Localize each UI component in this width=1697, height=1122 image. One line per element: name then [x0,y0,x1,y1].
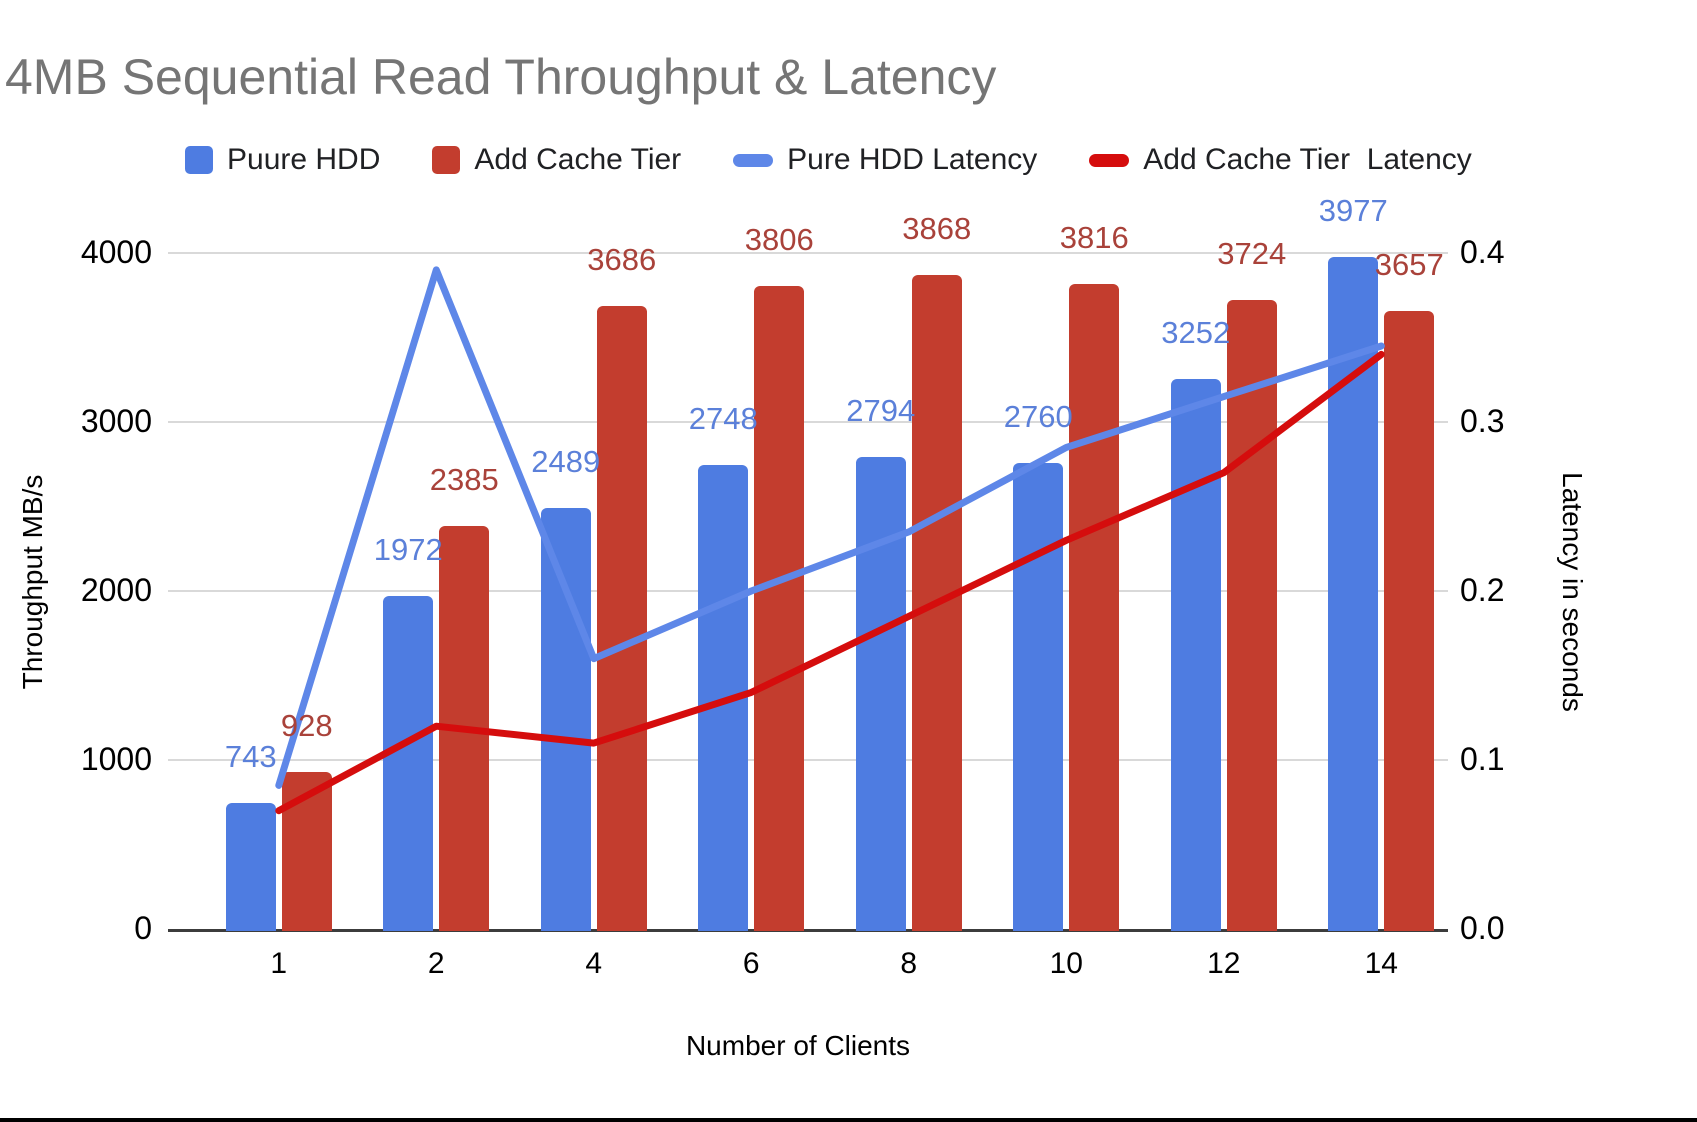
left-axis-tick-label: 4000 [80,234,152,270]
right-axis-tick-label: 0.0 [1460,910,1505,946]
right-axis-tick-label: 0.1 [1460,741,1505,777]
left-axis-tick-label: 2000 [80,572,152,608]
bar-value-label-puure-hdd: 2760 [1003,398,1073,434]
x-axis-tick-label: 6 [742,947,760,980]
x-axis-tick-label: 4 [585,947,603,980]
bar-value-label-puure-hdd: 3252 [1161,315,1231,351]
left-axis-tick-label: 1000 [80,741,152,777]
bar-puure-hdd-clients-6 [698,464,749,931]
legend-item-pure-hdd-latency[interactable]: Pure HDD Latency [733,143,1037,177]
bar-value-label-add-cache-tier: 928 [280,708,333,744]
bar-value-label-add-cache-tier: 2385 [429,461,499,497]
right-axis-tick-label: 0.4 [1460,234,1505,270]
right-axis-tick-label: 0.2 [1460,572,1505,608]
left-axis-tick-label: 3000 [80,403,152,439]
bar-puure-hdd-clients-1 [225,803,276,931]
legend-label: Add Cache Tier [474,143,682,176]
x-axis-tick-label: 2 [427,947,445,980]
legend-swatch-blue-line-icon [733,153,774,167]
bar-add-cache-tier-clients-8 [911,275,962,931]
bar-value-label-add-cache-tier: 3816 [1059,220,1129,256]
x-axis-tick-label: 12 [1207,947,1241,980]
bar-value-label-add-cache-tier: 3724 [1217,235,1287,271]
bar-add-cache-tier-clients-14 [1384,310,1435,931]
x-axis-tick-label: 10 [1049,947,1083,980]
x-axis-tick-label: 14 [1364,947,1398,980]
chart-legend: Puure HDD Add Cache Tier Pure HDD Latenc… [185,143,1472,177]
bar-add-cache-tier-clients-12 [1226,299,1277,931]
bar-value-label-puure-hdd: 743 [224,739,277,775]
legend-item-add-cache-tier[interactable]: Add Cache Tier [432,143,681,177]
bar-value-label-add-cache-tier: 3806 [744,221,814,257]
legend-swatch-red-line-icon [1089,153,1130,167]
gridline [168,252,1448,254]
bar-add-cache-tier-clients-6 [754,285,805,931]
bar-add-cache-tier-clients-2 [439,525,490,931]
bar-value-label-puure-hdd: 2794 [846,392,916,428]
bar-value-label-puure-hdd: 2489 [531,444,601,480]
bar-add-cache-tier-clients-1 [281,772,332,931]
legend-label: Puure HDD [227,143,381,176]
bar-puure-hdd-clients-10 [1013,462,1064,931]
bar-value-label-puure-hdd: 2748 [688,400,758,436]
legend-swatch-blue-bar-icon [185,146,213,174]
bar-add-cache-tier-clients-4 [596,306,647,931]
legend-swatch-red-bar-icon [432,146,461,174]
chart-title: 4MB Sequential Read Throughput & Latency [5,49,997,105]
right-axis-tick-label: 0.3 [1460,403,1505,439]
slide-bottom-border [0,1118,1697,1122]
bar-add-cache-tier-clients-10 [1069,284,1120,931]
legend-item-add-cache-tier-latency[interactable]: Add Cache Tier Latency [1089,143,1472,177]
legend-label: Add Cache Tier Latency [1143,143,1472,176]
legend-label: Pure HDD Latency [787,143,1038,176]
bar-puure-hdd-clients-8 [855,456,906,931]
x-axis-tick-label: 8 [900,947,918,980]
bar-value-label-add-cache-tier: 3657 [1374,246,1444,282]
bar-value-label-puure-hdd: 3977 [1318,192,1388,228]
left-axis-tick-label: 0 [134,910,152,946]
bar-value-label-puure-hdd: 1972 [373,531,443,567]
bar-puure-hdd-clients-12 [1170,379,1221,931]
bar-puure-hdd-clients-14 [1328,256,1379,931]
bar-puure-hdd-clients-4 [540,508,591,931]
x-axis-title: Number of Clients [685,1030,911,1061]
bar-value-label-add-cache-tier: 3686 [587,242,657,278]
legend-item-puure-hdd[interactable]: Puure HDD [185,143,380,177]
bar-value-label-add-cache-tier: 3868 [902,211,972,247]
x-axis-line [168,929,1448,932]
bar-puure-hdd-clients-2 [383,595,434,931]
x-axis-tick-label: 1 [270,947,288,980]
